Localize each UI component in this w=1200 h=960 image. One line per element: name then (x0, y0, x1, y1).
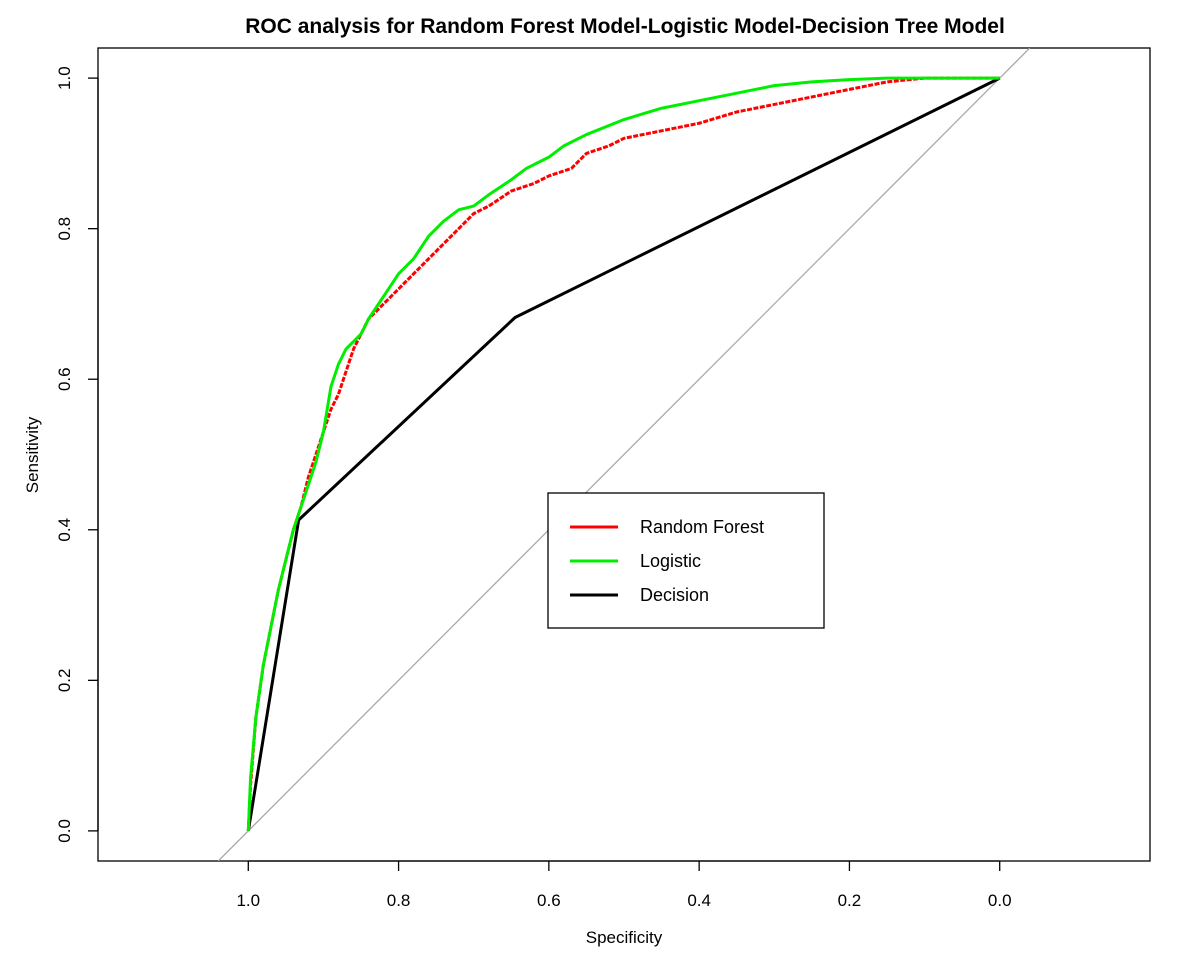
x-tick-label: 0.6 (537, 891, 561, 910)
y-axis: 0.0 0.2 0.4 0.6 0.8 1.0 (55, 66, 99, 843)
y-tick-label: 0.6 (55, 367, 74, 391)
y-tick-label: 1.0 (55, 66, 74, 90)
x-tick-label: 0.2 (838, 891, 862, 910)
series-line-decision (246, 76, 1001, 832)
y-axis-label: Sensitivity (23, 416, 42, 493)
x-tick-label: 0.4 (687, 891, 711, 910)
legend: Random Forest Logistic Decision (547, 492, 825, 629)
x-tick-label: 0.8 (387, 891, 411, 910)
x-axis-label: Specificity (586, 928, 663, 947)
chart-title: ROC analysis for Random Forest Model-Log… (245, 15, 1005, 38)
x-axis: 1.0 0.8 0.6 0.4 0.2 0.0 (236, 860, 1012, 910)
reference-diagonal-line (217, 48, 1031, 861)
y-tick-label: 0.4 (55, 518, 74, 542)
legend-label: Logistic (640, 551, 701, 571)
series-line-logistic (246, 76, 1000, 831)
y-tick-label: 0.8 (55, 217, 74, 241)
legend-label: Decision (640, 585, 709, 605)
legend-box (547, 492, 825, 629)
x-tick-label: 0.0 (988, 891, 1012, 910)
legend-label: Random Forest (640, 517, 764, 537)
y-tick-label: 0.0 (55, 819, 74, 843)
y-tick-label: 0.2 (55, 669, 74, 693)
plot-area (217, 48, 1031, 861)
x-tick-label: 1.0 (236, 891, 260, 910)
